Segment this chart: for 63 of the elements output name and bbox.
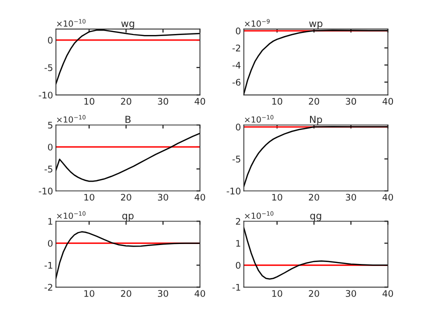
- x-tick-label: 30: [346, 290, 356, 297]
- y-tick-label: -1: [44, 262, 52, 269]
- chart-title: qg: [310, 214, 322, 222]
- y-tick-label: 0: [236, 124, 240, 130]
- chart-title: qp: [122, 214, 134, 222]
- x-tick-label: 20: [308, 290, 320, 297]
- x-tick-label: 30: [346, 194, 356, 201]
- line-series: [244, 126, 388, 188]
- x-tick-label: 40: [194, 98, 206, 105]
- y-tick-label: -5: [232, 156, 240, 162]
- x-tick-label: 40: [194, 290, 206, 297]
- y-tick-label: 0: [236, 28, 240, 34]
- x-tick-label: 20: [308, 194, 320, 201]
- x-tick-label: 30: [158, 98, 168, 105]
- y-tick-label: 5: [48, 122, 52, 129]
- text: ×10$^{−10}$: [57, 211, 86, 219]
- x-tick-label: 40: [194, 194, 206, 201]
- x-tick-label: 10: [272, 194, 282, 201]
- chart-title: wg: [121, 22, 134, 30]
- y-tick-label: 0: [48, 36, 53, 44]
- x-tick-label: 10: [272, 98, 282, 105]
- chart-title: Np: [310, 116, 322, 125]
- text: ×10$^{−10}$: [244, 115, 274, 123]
- y-tick-label: -4: [232, 62, 241, 68]
- line-series: [244, 227, 388, 280]
- text: ×10$^{−10}$: [57, 19, 86, 27]
- x-tick-label: 10: [272, 290, 282, 297]
- x-tick-label: 20: [120, 98, 132, 105]
- x-tick-label: 30: [158, 194, 168, 201]
- line-series: [244, 30, 388, 95]
- y-tick-label: 1: [236, 240, 240, 247]
- y-tick-label: -2: [44, 284, 52, 291]
- line-series: [56, 132, 200, 182]
- text: ×10$^{−10}$: [244, 211, 274, 219]
- x-tick-label: 10: [84, 194, 94, 201]
- y-tick-label: 2: [236, 218, 240, 225]
- y-tick-label: -2: [232, 44, 240, 52]
- y-tick-label: -6: [232, 78, 240, 86]
- x-tick-label: 30: [346, 98, 356, 105]
- text: ×10$^{−10}$: [57, 115, 86, 123]
- y-tick-label: -10: [226, 188, 240, 194]
- x-tick-label: 40: [382, 194, 394, 201]
- y-tick-label: 0: [48, 240, 53, 247]
- y-tick-label: 0: [236, 262, 240, 269]
- text: ×10$^{−9}$: [244, 19, 270, 27]
- x-tick-label: 20: [120, 290, 132, 297]
- y-tick-label: 1: [48, 218, 52, 225]
- y-tick-label: -10: [38, 188, 53, 194]
- x-tick-label: 40: [382, 98, 394, 105]
- y-tick-label: -1: [232, 284, 240, 291]
- y-tick-label: -5: [44, 166, 52, 172]
- chart-title: B: [126, 116, 131, 123]
- x-tick-label: 40: [382, 290, 394, 297]
- x-tick-label: 20: [308, 98, 320, 105]
- y-tick-label: -5: [44, 64, 52, 72]
- y-tick-label: 0: [48, 144, 53, 151]
- line-series: [56, 231, 200, 279]
- chart-title: wp: [309, 22, 322, 30]
- x-tick-label: 30: [158, 290, 168, 297]
- x-tick-label: 20: [120, 194, 132, 201]
- y-tick-label: -10: [38, 92, 53, 99]
- x-tick-label: 10: [84, 290, 94, 297]
- x-tick-label: 10: [84, 98, 94, 105]
